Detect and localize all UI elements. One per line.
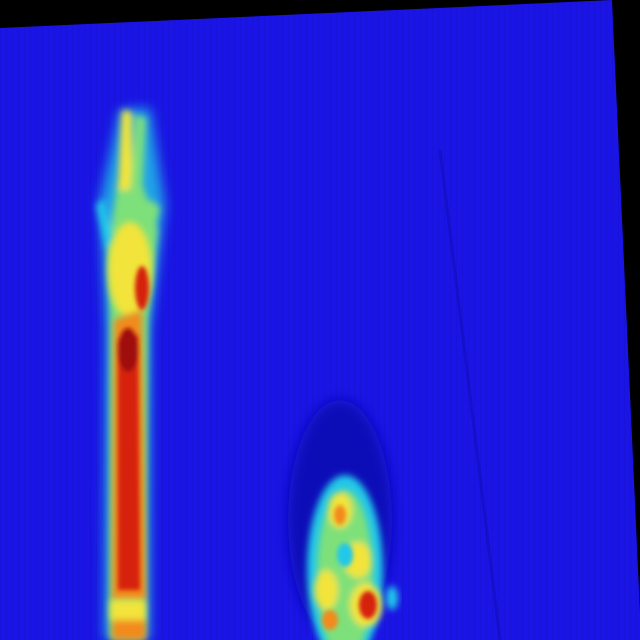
forearm-red-core [118, 335, 140, 590]
finger-index [118, 110, 132, 190]
palm-hot-spot [135, 266, 149, 310]
finger-middle [130, 115, 146, 195]
side-blob [386, 586, 398, 610]
head-yellow-3 [314, 570, 338, 610]
head-top [288, 400, 398, 640]
finger-ring [142, 200, 160, 250]
elbow-band [110, 600, 146, 620]
thumb [96, 198, 114, 250]
wrist-hot-spot [118, 328, 138, 372]
thermal-field-seam [438, 149, 502, 640]
elbow-lower [112, 620, 146, 640]
head-hot-2 [359, 591, 377, 619]
raised-arm-with-hand [96, 108, 165, 640]
head-cool-center [337, 543, 353, 567]
head-hot-1 [334, 505, 346, 525]
head-hot-3 [322, 610, 338, 630]
